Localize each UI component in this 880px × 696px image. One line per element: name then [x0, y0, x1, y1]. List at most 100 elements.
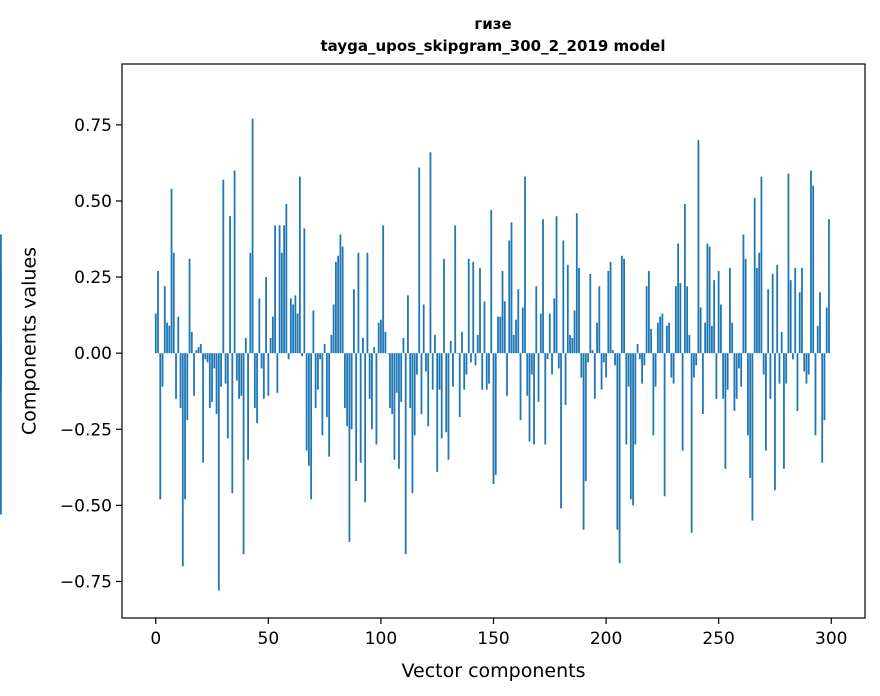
bar [411, 353, 414, 494]
bar [305, 353, 308, 451]
bar [508, 240, 511, 354]
bar [537, 353, 540, 402]
bar [429, 152, 432, 354]
bar [184, 353, 186, 500]
bar [681, 353, 684, 451]
bar [341, 246, 344, 354]
bar [717, 270, 720, 354]
bar [591, 350, 594, 354]
bar [479, 267, 481, 354]
bar [785, 353, 788, 384]
bar [801, 267, 803, 354]
chart-title-line-1: гизе [474, 15, 511, 33]
x-tick-label: 250 [702, 629, 734, 649]
bar [211, 353, 213, 402]
bar [564, 353, 567, 405]
bar [548, 313, 551, 354]
bar [244, 337, 247, 354]
bar [476, 334, 479, 354]
bar [602, 353, 605, 363]
bar [465, 353, 468, 375]
bar [337, 255, 340, 354]
bar [560, 353, 562, 509]
bar [510, 222, 513, 354]
bar [483, 301, 486, 354]
bar [792, 353, 794, 360]
bar [292, 304, 295, 354]
bar [708, 246, 711, 354]
bar [420, 353, 423, 415]
bar [738, 353, 740, 369]
bar [654, 353, 657, 387]
bar [0, 353, 2, 360]
bar [213, 353, 216, 369]
y-tick-label: −0.25 [60, 420, 112, 440]
bar [665, 325, 668, 354]
bar [821, 353, 824, 463]
bar [557, 353, 560, 369]
bar [758, 252, 761, 354]
bar [251, 118, 254, 354]
bar [614, 353, 616, 366]
bar [774, 353, 776, 491]
bar [307, 353, 310, 466]
bar [501, 270, 504, 354]
bar [695, 353, 698, 366]
bar [593, 353, 596, 399]
bar [661, 313, 664, 354]
bar [769, 353, 772, 399]
plot-frame [121, 63, 866, 619]
bar [803, 353, 806, 372]
bar [391, 353, 394, 415]
bar [663, 353, 666, 497]
bar [573, 310, 576, 354]
bar [427, 353, 430, 427]
bar [240, 353, 243, 396]
bar [674, 286, 677, 354]
bar [206, 353, 209, 363]
bar [233, 170, 236, 354]
bar [542, 219, 544, 354]
bar [629, 353, 632, 500]
bar [638, 353, 641, 360]
bar [578, 267, 580, 354]
bar [690, 353, 693, 533]
bar [278, 225, 281, 354]
bar [715, 353, 718, 399]
bar [193, 353, 195, 396]
bar [172, 252, 175, 354]
bar [713, 280, 716, 354]
bar [348, 353, 351, 542]
bar [157, 270, 159, 354]
bar [208, 353, 211, 408]
bar [467, 258, 470, 354]
bar [645, 286, 648, 354]
bar [382, 225, 385, 354]
bar [256, 353, 258, 424]
bar [303, 228, 306, 354]
bar [445, 353, 448, 433]
bar [247, 353, 249, 460]
bar [188, 258, 191, 354]
bar [767, 289, 770, 354]
y-tick-label: −0.50 [60, 496, 112, 516]
bar [0, 234, 2, 354]
bar [582, 353, 585, 530]
bar [668, 322, 671, 354]
bar [0, 353, 2, 515]
bar [589, 274, 592, 354]
bar [494, 353, 497, 475]
y-tick-label: 0.50 [74, 192, 112, 212]
bar [474, 353, 477, 366]
bar [771, 274, 774, 354]
bar [215, 353, 218, 415]
bar [402, 337, 405, 354]
bar [231, 353, 234, 494]
bar [163, 286, 166, 354]
bar [159, 353, 162, 500]
bar [765, 353, 767, 451]
bar [796, 353, 799, 412]
bar [409, 353, 412, 408]
bar [607, 270, 610, 354]
